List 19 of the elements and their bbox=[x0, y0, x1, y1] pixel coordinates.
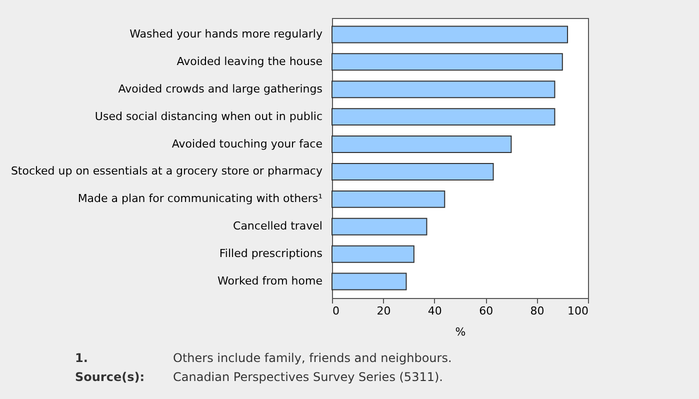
text: Source(s): Canadian Perspectives Survey Series (5311). bbox=[75, 370, 443, 384]
x-tick-label: 40 bbox=[428, 304, 442, 318]
y-tick-label: Filled prescriptions bbox=[219, 247, 323, 260]
y-tick-label: Avoided crowds and large gatherings bbox=[118, 82, 323, 96]
y-tick-label: Avoided leaving the house bbox=[176, 54, 323, 68]
y-tick-label: Avoided touching your face bbox=[172, 137, 323, 150]
y-tick-label: Worked from home bbox=[218, 274, 323, 288]
y-tick-label: Made a plan for communicating with others¹ bbox=[78, 192, 322, 206]
x-tick-label: 0 bbox=[332, 304, 340, 318]
text: 1. Others include family, friends and neighbours. bbox=[75, 351, 452, 365]
y-tick-label: Washed your hands more regularly bbox=[130, 27, 323, 40]
y-tick-label: Used social distancing when out in public bbox=[94, 110, 322, 123]
x-tick-label: 60 bbox=[479, 304, 494, 318]
y-tick-label: Stocked up on essentials at a grocery store or pharmacy bbox=[10, 164, 323, 178]
y-tick-label: Cancelled travel bbox=[233, 220, 322, 233]
x-tick-label: 100 bbox=[568, 304, 588, 318]
x-tick-label: 20 bbox=[376, 304, 391, 318]
x-tick-label: 80 bbox=[530, 304, 544, 318]
x-axis-title: % bbox=[455, 326, 466, 338]
